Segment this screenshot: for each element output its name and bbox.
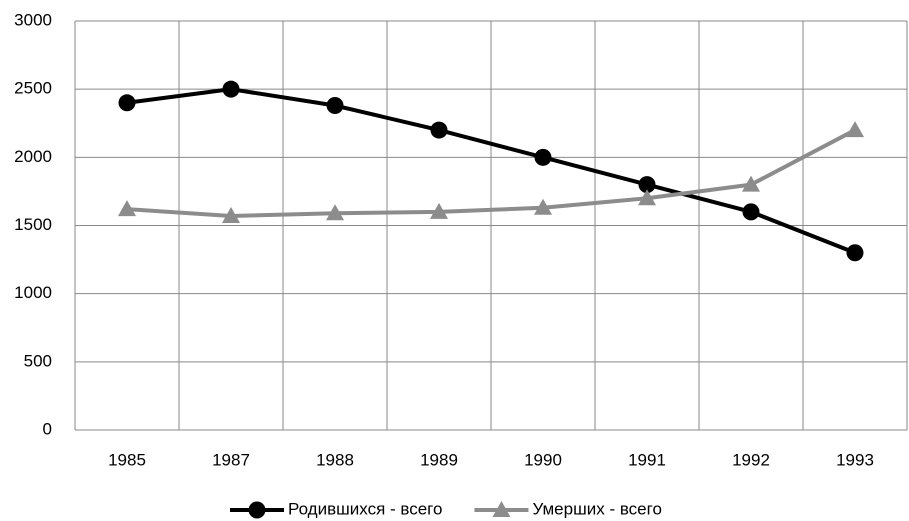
data-point — [742, 203, 760, 221]
series-line — [126, 87, 856, 255]
y-tick-label: 3000 — [14, 10, 52, 29]
data-point — [430, 121, 448, 139]
y-tick-label: 0 — [43, 419, 52, 438]
data-point — [742, 175, 760, 192]
y-tick-label: 2000 — [14, 147, 52, 166]
y-tick-label: 1500 — [14, 215, 52, 234]
data-point — [638, 189, 656, 206]
data-point — [534, 148, 552, 166]
y-tick-label: 500 — [24, 351, 52, 370]
data-point — [222, 206, 240, 223]
y-tick-label: 1000 — [14, 283, 52, 302]
x-tick-label: 1987 — [212, 450, 250, 469]
legend-marker — [492, 501, 511, 517]
x-tick-label: 1991 — [628, 450, 666, 469]
legend-marker — [248, 501, 266, 519]
data-point — [222, 80, 240, 98]
x-tick-label: 1990 — [524, 450, 562, 469]
data-point — [534, 198, 552, 215]
legend-label: Умерших - всего — [532, 499, 661, 518]
x-tick-label: 1993 — [836, 450, 874, 469]
data-point — [326, 204, 344, 221]
data-point — [846, 121, 864, 138]
data-point — [118, 94, 136, 112]
x-tick-label: 1988 — [316, 450, 354, 469]
x-tick-label: 1989 — [420, 450, 458, 469]
x-tick-label: 1985 — [108, 450, 146, 469]
x-tick-label: 1992 — [732, 450, 770, 469]
legend-label: Родившихся - всего — [288, 499, 442, 518]
data-point — [118, 200, 136, 217]
series-line — [126, 128, 856, 218]
data-point — [326, 97, 344, 115]
data-point — [846, 244, 864, 262]
data-point — [638, 176, 656, 194]
y-tick-label: 2500 — [14, 79, 52, 98]
data-point — [430, 202, 448, 219]
